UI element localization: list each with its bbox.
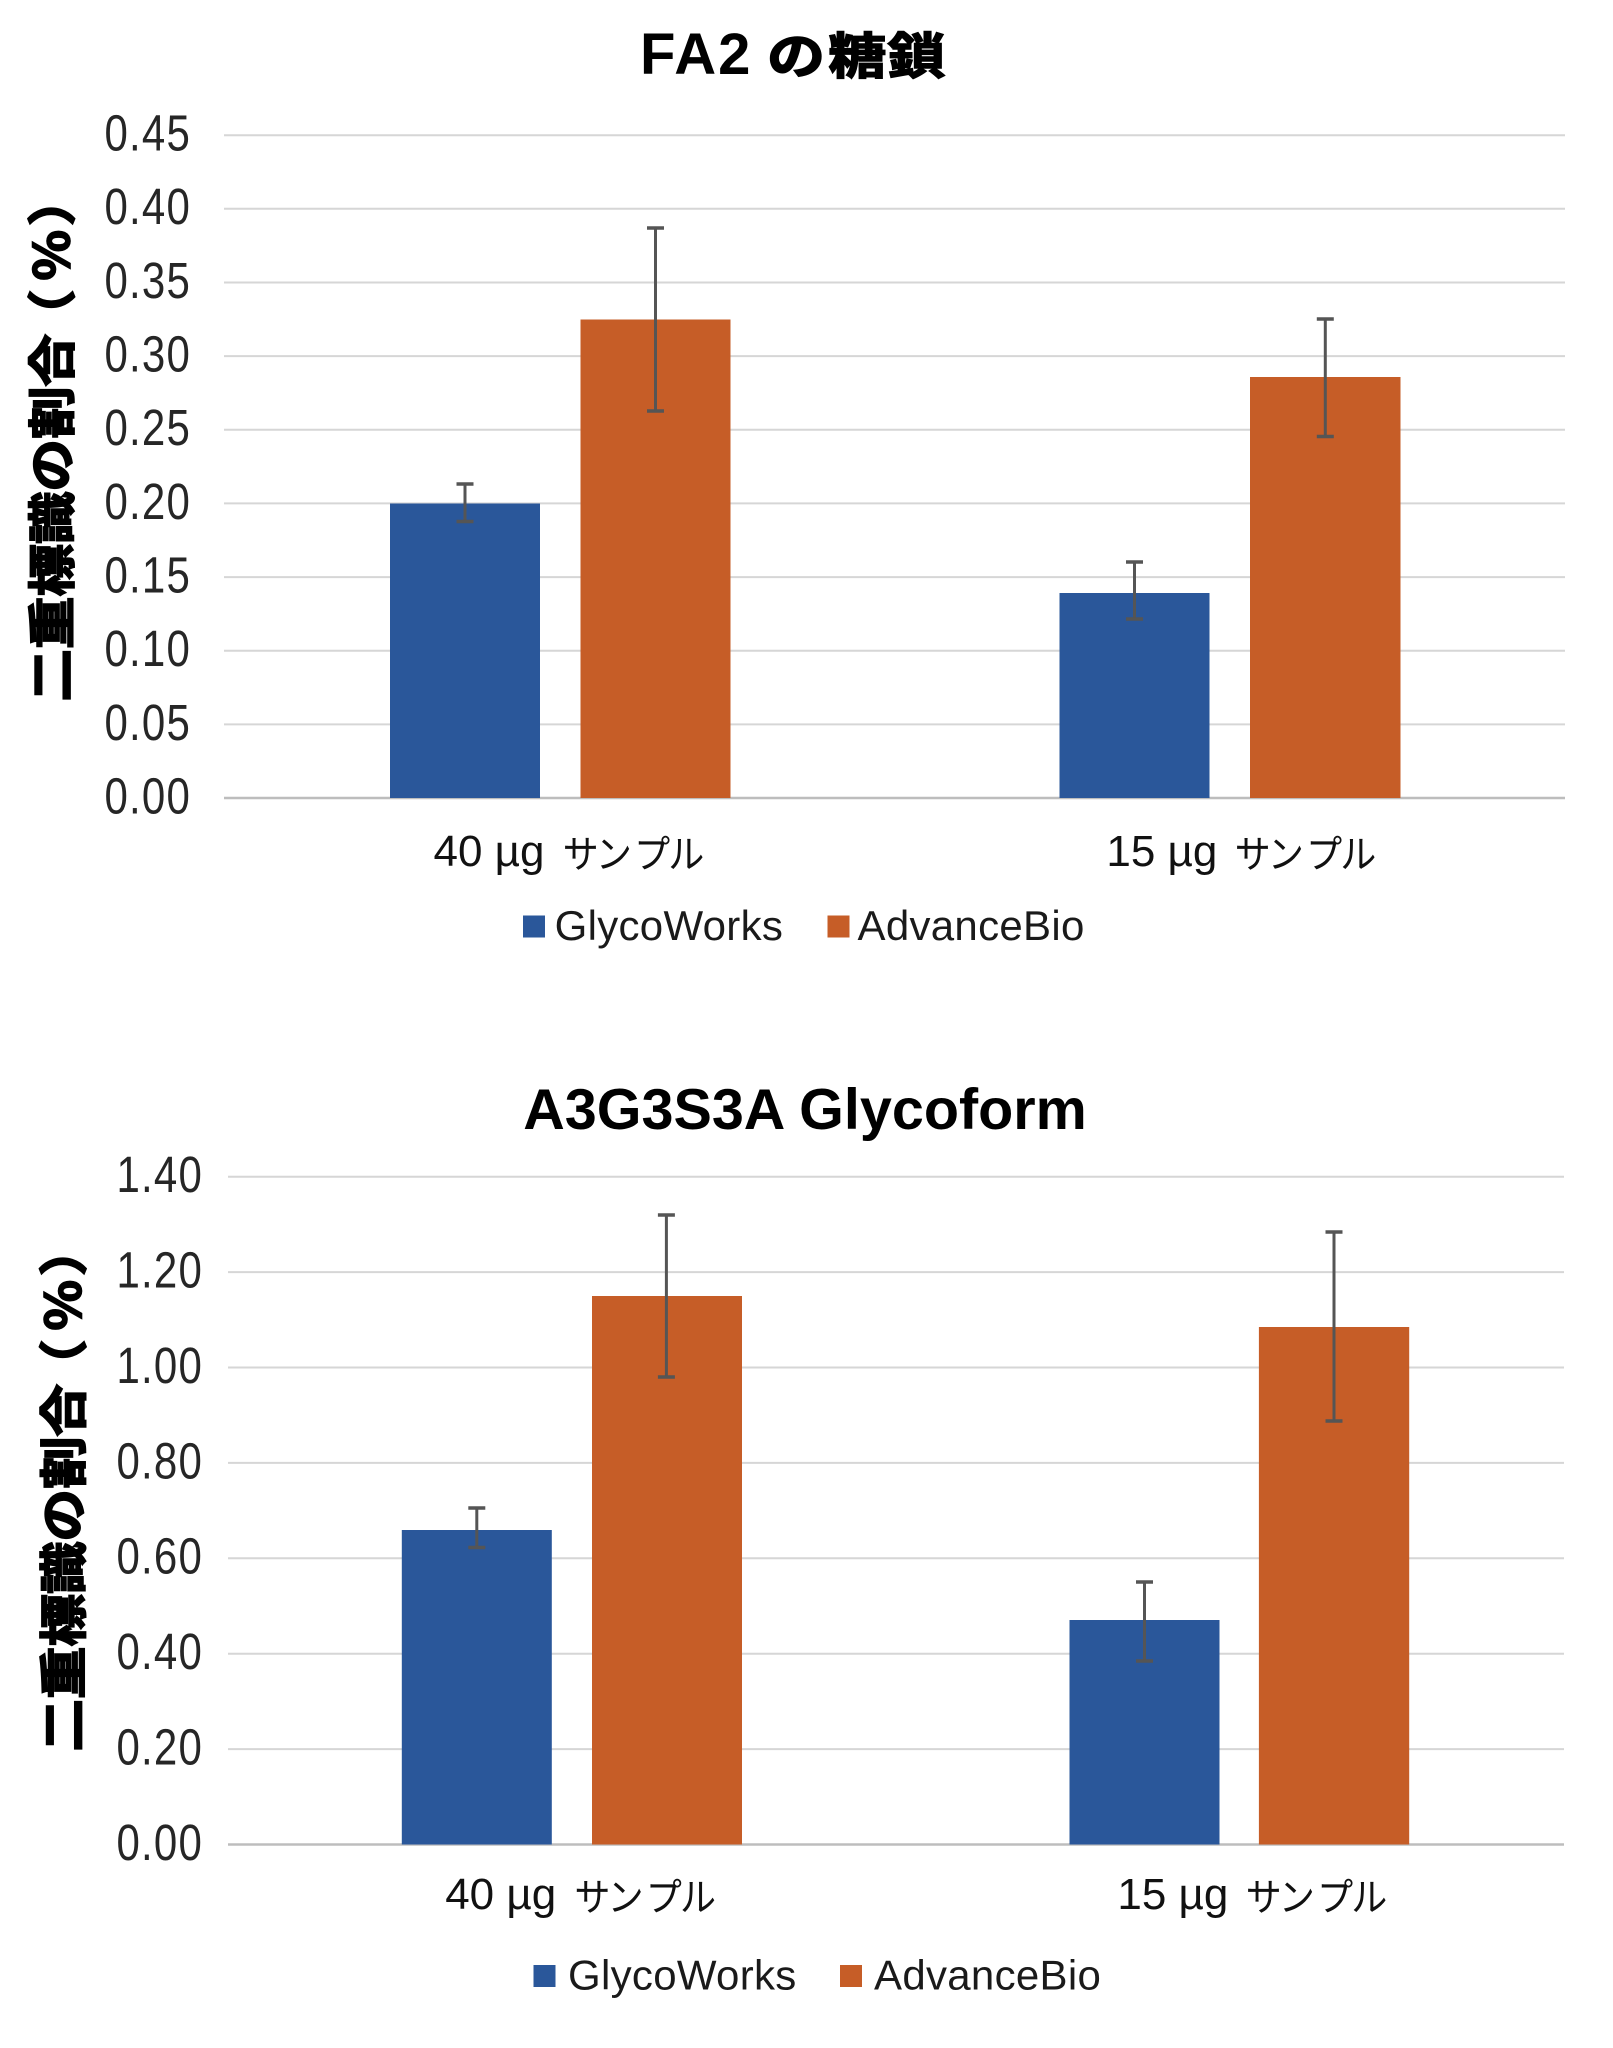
svg-text:40 µg: 40 µg <box>445 1870 556 1919</box>
svg-text:A3G3S3A Glycoform: A3G3S3A Glycoform <box>523 1078 1086 1142</box>
svg-text:0.05: 0.05 <box>104 694 191 751</box>
svg-text:0.20: 0.20 <box>104 473 191 530</box>
svg-text:0.00: 0.00 <box>116 1814 203 1871</box>
svg-text:40 µg: 40 µg <box>434 827 545 876</box>
svg-text:0.40: 0.40 <box>116 1623 203 1680</box>
svg-text:15 µg: 15 µg <box>1117 1870 1228 1919</box>
svg-text:0.60: 0.60 <box>116 1528 203 1585</box>
svg-text:AdvanceBio: AdvanceBio <box>858 902 1085 949</box>
svg-text:1.20: 1.20 <box>116 1242 203 1299</box>
svg-text:AdvanceBio: AdvanceBio <box>874 1952 1101 1999</box>
svg-text:GlycoWorks: GlycoWorks <box>568 1952 797 1999</box>
svg-text:0.15: 0.15 <box>104 547 191 604</box>
svg-text:0.20: 0.20 <box>116 1719 203 1776</box>
svg-text:0.00: 0.00 <box>104 767 191 824</box>
svg-text:1.40: 1.40 <box>116 1146 203 1203</box>
svg-text:0.10: 0.10 <box>104 620 191 677</box>
svg-text:0.80: 0.80 <box>116 1432 203 1489</box>
svg-text:0.40: 0.40 <box>104 178 191 235</box>
svg-text:1.00: 1.00 <box>116 1337 203 1394</box>
svg-text:0.35: 0.35 <box>104 252 191 309</box>
svg-text:0.45: 0.45 <box>104 105 191 162</box>
svg-text:0.25: 0.25 <box>104 399 191 456</box>
svg-text:15 µg: 15 µg <box>1106 827 1217 876</box>
svg-text:0.30: 0.30 <box>104 326 191 383</box>
svg-text:FA2: FA2 <box>640 22 752 87</box>
svg-text:GlycoWorks: GlycoWorks <box>555 902 784 949</box>
